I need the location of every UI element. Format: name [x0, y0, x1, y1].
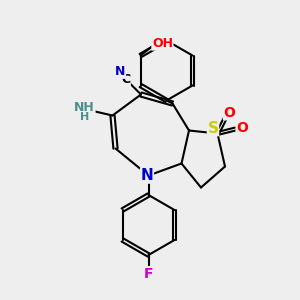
Text: C: C [121, 73, 130, 86]
Text: N: N [141, 168, 153, 183]
Text: F: F [144, 267, 153, 280]
Text: NH: NH [74, 101, 95, 114]
Text: H: H [80, 112, 89, 122]
Text: N: N [115, 65, 126, 78]
Text: OH: OH [152, 37, 173, 50]
Text: O: O [224, 106, 236, 120]
Text: S: S [208, 121, 218, 136]
Text: O: O [236, 121, 248, 134]
